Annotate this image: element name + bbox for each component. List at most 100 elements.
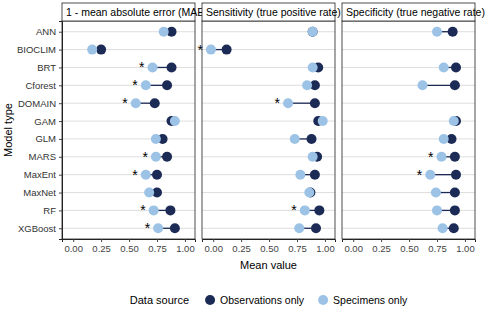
point bbox=[449, 116, 459, 126]
chart: *******1 - mean absolute error (MAE)0.00… bbox=[0, 0, 500, 321]
point bbox=[307, 134, 317, 144]
tick-label: GLM bbox=[35, 133, 56, 144]
point bbox=[310, 170, 320, 180]
tick-mark bbox=[59, 210, 62, 211]
tick-label: 0.00 bbox=[64, 243, 83, 254]
plot-frame bbox=[62, 21, 195, 239]
point bbox=[308, 27, 318, 37]
point bbox=[141, 170, 151, 180]
tick-label: 0.50 bbox=[260, 243, 279, 254]
tick: 1.00 bbox=[316, 239, 335, 254]
tick-mark bbox=[73, 239, 74, 242]
tick: 0.75 bbox=[428, 239, 447, 254]
axis-line bbox=[59, 22, 63, 240]
tick-label: Cforest bbox=[25, 80, 56, 91]
plot-background bbox=[342, 21, 475, 239]
point bbox=[170, 223, 180, 233]
tick: 1.00 bbox=[456, 239, 475, 254]
point bbox=[152, 170, 162, 180]
point bbox=[310, 98, 320, 108]
point bbox=[222, 45, 232, 55]
point bbox=[144, 188, 154, 198]
grid-line bbox=[62, 103, 195, 104]
tick-mark bbox=[297, 239, 298, 242]
point bbox=[308, 152, 318, 162]
panel-title: Sensitivity (true positive rate) bbox=[206, 6, 341, 18]
annotation: * bbox=[132, 77, 138, 93]
point bbox=[448, 27, 458, 37]
axis-line bbox=[63, 240, 196, 243]
annotation: * bbox=[145, 220, 151, 236]
point bbox=[162, 80, 172, 90]
point bbox=[450, 205, 460, 215]
tick: 0.50 bbox=[120, 239, 139, 254]
tick-mark bbox=[241, 239, 242, 242]
tick-mark bbox=[59, 121, 62, 122]
point bbox=[167, 62, 177, 72]
tick-mark bbox=[59, 67, 62, 68]
legend-swatch bbox=[318, 295, 328, 305]
grid-line bbox=[62, 174, 195, 175]
marks bbox=[206, 27, 328, 234]
point bbox=[432, 205, 442, 215]
tick-mark bbox=[465, 239, 466, 242]
y-axis-title: Model type bbox=[2, 103, 14, 157]
tick: 0.00 bbox=[64, 239, 83, 254]
point bbox=[149, 205, 159, 215]
tick: BIOCLIM bbox=[17, 44, 62, 55]
point bbox=[449, 223, 459, 233]
point bbox=[439, 62, 449, 72]
tick-mark bbox=[409, 239, 410, 242]
marks bbox=[417, 27, 461, 234]
tick: 0.75 bbox=[288, 239, 307, 254]
point bbox=[439, 134, 449, 144]
annotation: * bbox=[275, 95, 281, 111]
tick-mark bbox=[437, 239, 438, 242]
point bbox=[308, 27, 318, 37]
annotation: * bbox=[122, 95, 128, 111]
tick: 0.25 bbox=[92, 239, 111, 254]
point bbox=[151, 134, 161, 144]
axis-line bbox=[203, 240, 336, 243]
grid bbox=[202, 32, 335, 229]
x-axis: 0.000.250.500.751.00 bbox=[63, 239, 196, 254]
tick-mark bbox=[381, 239, 382, 242]
grid-line bbox=[62, 156, 195, 157]
legend-swatch bbox=[205, 295, 215, 305]
point bbox=[294, 223, 304, 233]
tick: RF bbox=[43, 205, 62, 216]
x-axis: 0.000.250.500.751.00 bbox=[343, 239, 476, 254]
tick: 0.25 bbox=[372, 239, 391, 254]
tick-label: GAM bbox=[34, 116, 56, 127]
point bbox=[417, 80, 427, 90]
tick-mark bbox=[101, 239, 102, 242]
point bbox=[87, 45, 97, 55]
tick: BRT bbox=[37, 62, 62, 73]
point bbox=[436, 152, 446, 162]
tick-label: MaxEnt bbox=[24, 169, 57, 180]
panel-title: 1 - mean absolute error (MAE) bbox=[66, 6, 208, 18]
point bbox=[450, 188, 460, 198]
point bbox=[153, 223, 163, 233]
grid-line bbox=[342, 49, 475, 50]
tick-label: 0.50 bbox=[120, 243, 139, 254]
tick: XGBoost bbox=[18, 223, 62, 234]
grid-line bbox=[62, 85, 195, 86]
tick-label: 0.50 bbox=[400, 243, 419, 254]
tick-label: 0.75 bbox=[288, 243, 307, 254]
tick-label: MaxNet bbox=[23, 187, 56, 198]
tick: 0.25 bbox=[232, 239, 251, 254]
plot-frame bbox=[202, 21, 335, 239]
panel: *******1 - mean absolute error (MAE)0.00… bbox=[17, 3, 208, 254]
tick: ANN bbox=[36, 26, 62, 37]
tick-mark bbox=[213, 239, 214, 242]
annotation: * bbox=[132, 167, 138, 183]
tick: MaxEnt bbox=[24, 169, 62, 180]
grid-line bbox=[62, 49, 195, 50]
tick-mark bbox=[59, 157, 62, 158]
plot-background bbox=[62, 21, 195, 239]
y-axis: ANNBIOCLIMBRTCforestDOMAINGAMGLMMARSMaxE… bbox=[17, 22, 63, 240]
tick-mark bbox=[129, 239, 130, 242]
annotation: * bbox=[142, 149, 148, 165]
panel: ***Sensitivity (true positive rate)0.000… bbox=[197, 3, 340, 254]
